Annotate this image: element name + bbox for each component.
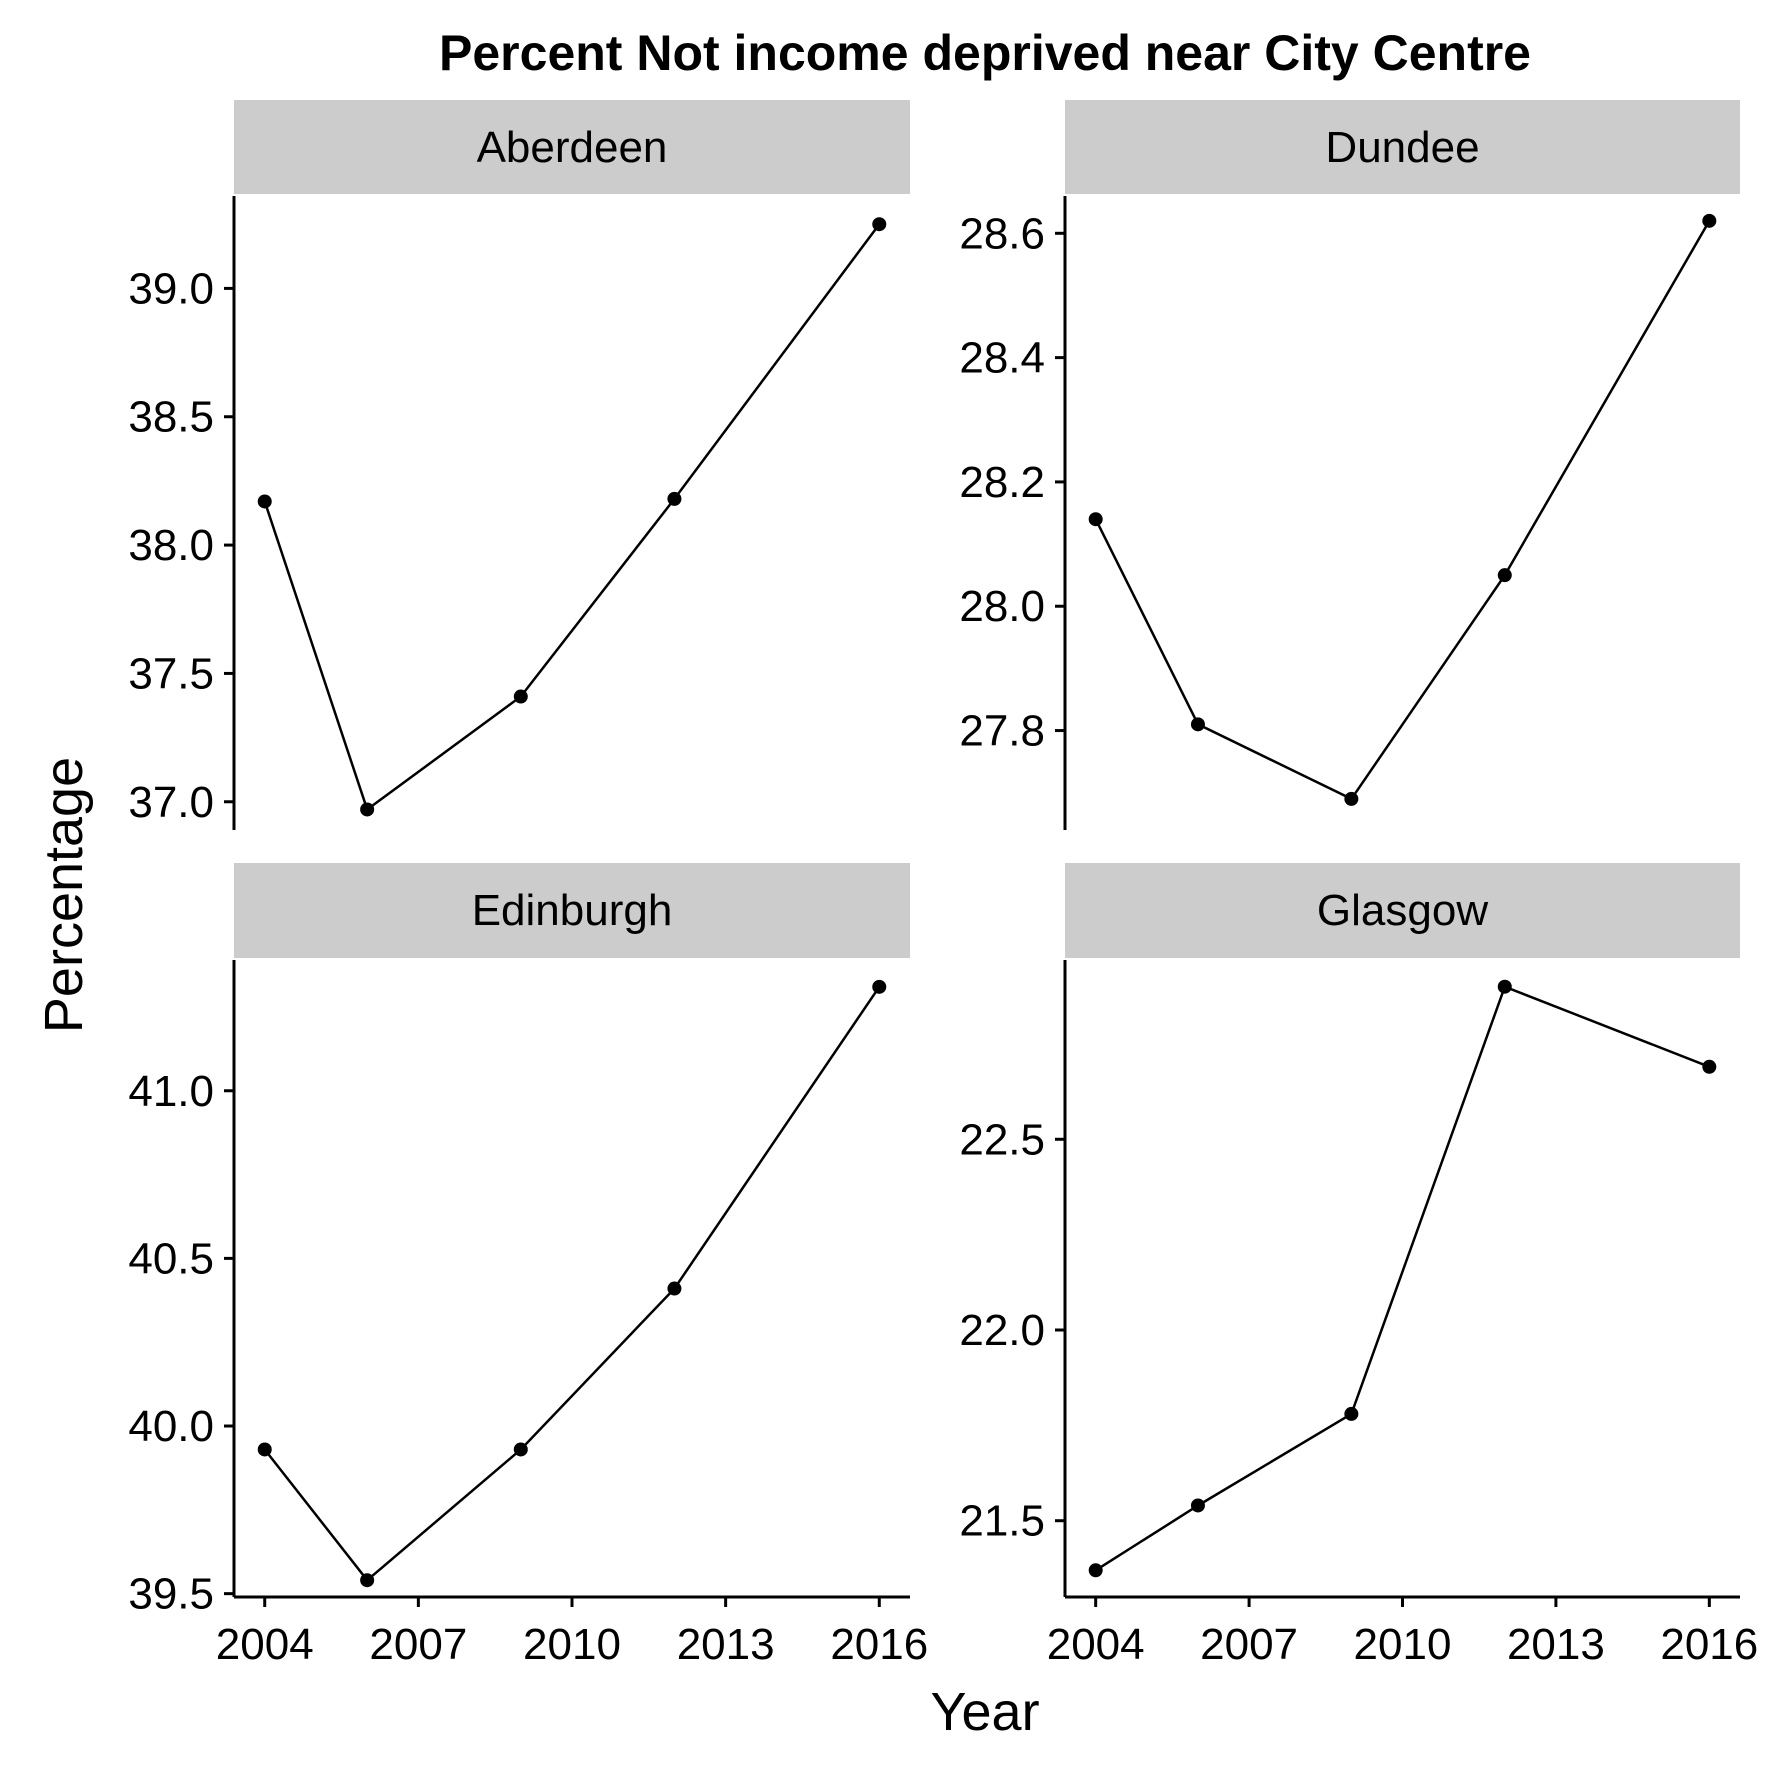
- data-point-aberdeen-2012: [667, 491, 682, 506]
- y-tick-label-dundee: 28.4: [959, 334, 1045, 383]
- facet-strip-edinburgh: [234, 863, 910, 958]
- data-point-aberdeen-2016: [872, 217, 887, 232]
- series-line-glasgow: [1095, 985, 1710, 1572]
- data-point-glasgow-2016: [1702, 1059, 1717, 1074]
- y-tick-label-aberdeen: 39.0: [128, 264, 214, 313]
- y-tick-label-edinburgh: 41.0: [128, 1067, 214, 1116]
- facet-aberdeen: Aberdeen 37.0 37.5 38.0 38.5 39.0: [128, 100, 910, 830]
- y-tick-label-glasgow: 22.0: [959, 1306, 1045, 1355]
- x-tick-label-glasgow: 2013: [1507, 1620, 1605, 1669]
- series-line-aberdeen: [263, 223, 881, 812]
- x-tick-label-edinburgh: 2016: [830, 1620, 928, 1669]
- y-tick-label-dundee: 27.8: [959, 707, 1045, 756]
- y-tick-label-edinburgh: 39.5: [128, 1570, 214, 1619]
- y-tick-label-aberdeen: 38.5: [128, 393, 214, 442]
- y-tick-label-glasgow: 21.5: [959, 1497, 1045, 1546]
- chart-title: Percent Not income deprived near City Ce…: [439, 25, 1531, 81]
- facet-dundee: Dundee 27.8 28.0 28.2 28.4 28.6: [959, 100, 1740, 830]
- y-tick-label-dundee: 28.6: [959, 209, 1045, 258]
- y-tick-label-edinburgh: 40.5: [128, 1234, 214, 1283]
- data-point-edinburgh-2012: [667, 1281, 682, 1296]
- data-point-edinburgh-2006: [360, 1573, 375, 1588]
- y-tick-label-aberdeen: 37.0: [128, 778, 214, 827]
- y-tick-label-aberdeen: 37.5: [128, 649, 214, 698]
- data-point-aberdeen-2006: [360, 802, 375, 817]
- x-tick-label-edinburgh: 2013: [677, 1620, 775, 1669]
- facet-strip-label-dundee: Dundee: [1325, 123, 1479, 172]
- data-point-dundee-2009: [1344, 791, 1359, 806]
- data-point-glasgow-2006: [1190, 1498, 1205, 1513]
- facet-strip-dundee: [1065, 100, 1740, 194]
- x-tick-label-glasgow: 2010: [1354, 1620, 1452, 1669]
- series-line-edinburgh: [263, 986, 881, 1582]
- y-tick-label-aberdeen: 38.0: [128, 521, 214, 570]
- data-point-edinburgh-2016: [872, 979, 887, 994]
- data-point-aberdeen-2004: [257, 494, 272, 509]
- facet-strip-aberdeen: [234, 100, 910, 194]
- x-tick-label-edinburgh: 2007: [369, 1620, 467, 1669]
- facet-panels: Aberdeen 37.0 37.5 38.0 38.5 39.0 Dundee 27.8 28…: [128, 100, 1758, 1669]
- facet-strip-label-aberdeen: Aberdeen: [477, 123, 668, 172]
- data-point-aberdeen-2009: [513, 689, 528, 704]
- x-tick-label-edinburgh: 2004: [216, 1620, 314, 1669]
- data-point-dundee-2012: [1497, 568, 1512, 583]
- data-point-glasgow-2004: [1088, 1563, 1103, 1578]
- y-tick-label-glasgow: 22.5: [959, 1115, 1045, 1164]
- y-tick-label-dundee: 28.2: [959, 458, 1045, 507]
- x-axis-title: Year: [930, 1682, 1039, 1742]
- x-tick-label-edinburgh: 2010: [523, 1620, 621, 1669]
- data-point-edinburgh-2004: [257, 1442, 272, 1457]
- x-tick-label-glasgow: 2007: [1200, 1620, 1298, 1669]
- data-point-edinburgh-2009: [513, 1442, 528, 1457]
- y-tick-label-dundee: 28.0: [959, 582, 1045, 631]
- data-point-glasgow-2012: [1497, 979, 1512, 994]
- facet-strip-label-edinburgh: Edinburgh: [472, 886, 673, 935]
- x-tick-label-glasgow: 2016: [1660, 1620, 1758, 1669]
- facet-strip-label-glasgow: Glasgow: [1317, 886, 1488, 935]
- facet-strip-glasgow: [1065, 863, 1740, 958]
- data-point-dundee-2016: [1702, 213, 1717, 228]
- data-point-dundee-2006: [1190, 717, 1205, 732]
- data-point-dundee-2004: [1088, 512, 1103, 527]
- facet-edinburgh: Edinburgh 39.5 40.0 40.5 41.0 2004 2007 2010 201…: [128, 863, 928, 1669]
- x-tick-label-glasgow: 2004: [1047, 1620, 1145, 1669]
- y-axis-title: Percentage: [34, 757, 94, 1033]
- data-point-glasgow-2009: [1344, 1406, 1359, 1421]
- series-line-dundee: [1094, 220, 1711, 801]
- facet-glasgow: Glasgow 21.5 22.0 22.5 2004 2007 2010 2013 2016: [959, 863, 1758, 1669]
- y-tick-label-edinburgh: 40.0: [128, 1402, 214, 1451]
